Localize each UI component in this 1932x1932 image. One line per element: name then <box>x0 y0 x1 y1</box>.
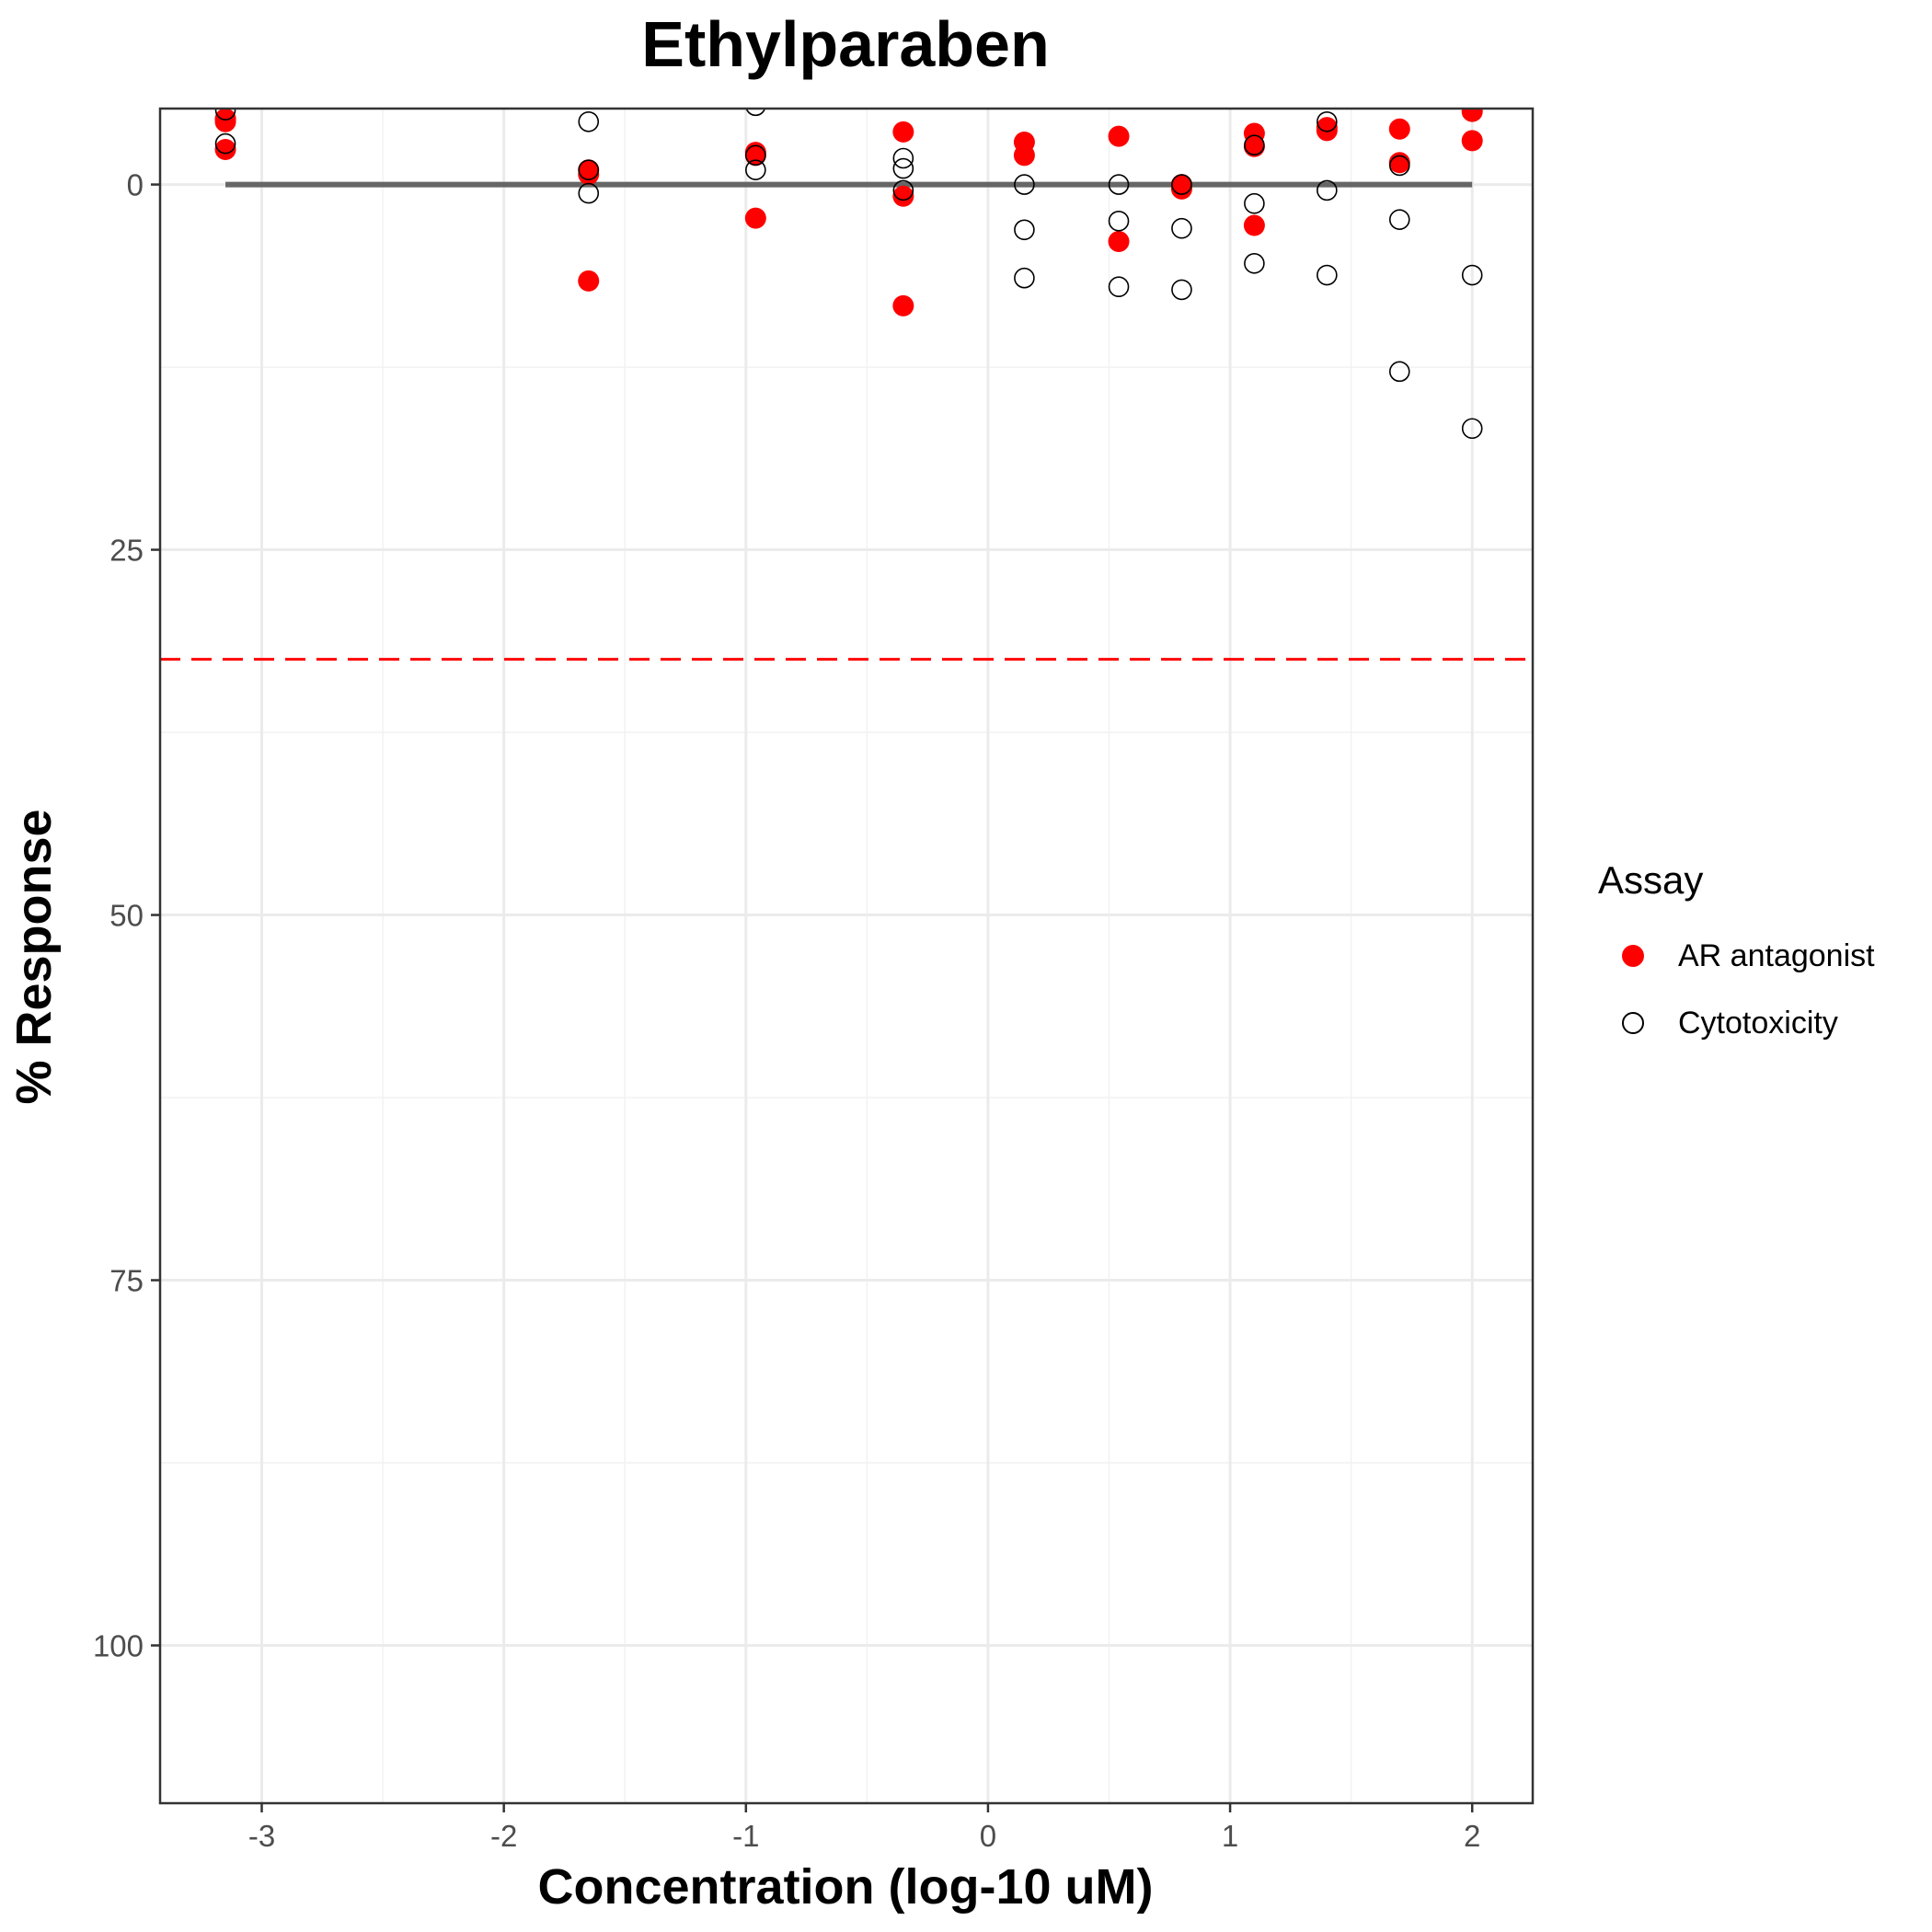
cytotoxicity-point <box>1461 418 1483 440</box>
ar-antagonist-point <box>1243 135 1265 157</box>
legend-label: Cytotoxicity <box>1678 1005 1838 1041</box>
ar-antagonist-point <box>744 144 766 167</box>
cytotoxicity-point <box>1108 210 1130 232</box>
x-tick-label: -2 <box>490 1819 517 1853</box>
ar-antagonist-point <box>892 294 914 316</box>
ar-antagonist-point <box>578 163 600 185</box>
ar-antagonist-point <box>214 138 236 160</box>
ar-antagonist-point <box>1108 125 1130 147</box>
cytotoxicity-point <box>1244 253 1265 274</box>
y-tick-label: 25 <box>109 534 144 568</box>
cytotoxicity-point <box>1388 209 1410 230</box>
legend-label: AR antagonist <box>1678 937 1875 973</box>
cytotoxicity-point <box>745 159 766 180</box>
cytotoxicity-point <box>1461 264 1483 286</box>
y-tick-label: 50 <box>109 899 144 933</box>
cytotoxicity-point <box>578 182 600 204</box>
cytotoxicity-point <box>1108 276 1130 298</box>
cytotoxicity-point <box>1244 134 1265 155</box>
x-axis-label: Concentration (log-10 uM) <box>537 1859 1154 1915</box>
x-tick-label: 2 <box>1464 1819 1480 1853</box>
chart-title: Ethylparaben <box>641 8 1050 80</box>
ar-antagonist-point <box>1316 120 1338 142</box>
cytotoxicity-point <box>1108 174 1130 195</box>
cytotoxicity-point <box>1014 267 1035 289</box>
cytotoxicity-point <box>892 179 914 201</box>
cytotoxicity-point <box>1244 192 1265 214</box>
y-tick-label: 75 <box>109 1264 144 1298</box>
ar-antagonist-point <box>578 270 600 292</box>
cytotoxicity-point <box>1171 217 1192 239</box>
cytotoxicity-point <box>1171 174 1192 195</box>
y-axis-label: % Response <box>6 809 62 1105</box>
cytotoxicity-point <box>892 147 914 169</box>
y-tick-label: 0 <box>127 168 144 202</box>
cytotoxicity-point <box>1014 219 1035 241</box>
x-tick-label: 0 <box>980 1819 996 1853</box>
ar-antagonist-point <box>1108 231 1130 253</box>
cytotoxicity-point <box>892 157 914 179</box>
ar-antagonist-point <box>1013 144 1035 167</box>
y-tick-label: 100 <box>93 1629 144 1663</box>
ar-antagonist-point <box>214 110 236 132</box>
cytotoxicity-point <box>1014 174 1035 195</box>
cytotoxicity-point <box>578 159 600 180</box>
filled-circle-icon <box>1617 940 1649 972</box>
cytotoxicity-point <box>745 109 766 117</box>
ar-antagonist-point <box>1243 214 1265 236</box>
panel-background <box>160 109 1533 1803</box>
ar-antagonist-point <box>892 121 914 143</box>
x-tick-label: -3 <box>248 1819 275 1853</box>
cytotoxicity-point <box>1388 361 1410 383</box>
cytotoxicity-point <box>1388 155 1410 177</box>
cytotoxicity-point <box>1317 179 1338 201</box>
open-circle-icon <box>1617 1007 1649 1039</box>
cytotoxicity-point <box>1317 264 1338 286</box>
ar-antagonist-point <box>892 185 914 207</box>
cytotoxicity-point <box>1171 279 1192 301</box>
cytotoxicity-point <box>578 110 600 132</box>
points-layer <box>214 109 1483 440</box>
ar-antagonist-point <box>1388 118 1410 140</box>
cytotoxicity-point <box>214 109 236 121</box>
legend-title: Assay <box>1598 858 1704 902</box>
ar-antagonist-point <box>744 207 766 229</box>
cytotoxicity-point <box>745 144 766 167</box>
panel-border <box>158 107 1535 1805</box>
x-tick-label: -1 <box>732 1819 759 1853</box>
ar-antagonist-point <box>1461 109 1483 122</box>
ar-antagonist-point <box>1170 178 1192 200</box>
legend-item-ar-antagonist: AR antagonist <box>1617 928 1875 983</box>
x-tick-label: 1 <box>1222 1819 1238 1853</box>
ar-antagonist-point <box>1461 130 1483 152</box>
cytotoxicity-point <box>214 132 236 155</box>
cytotoxicity-point <box>1317 110 1338 132</box>
legend-item-cytotoxicity: Cytotoxicity <box>1617 995 1838 1051</box>
